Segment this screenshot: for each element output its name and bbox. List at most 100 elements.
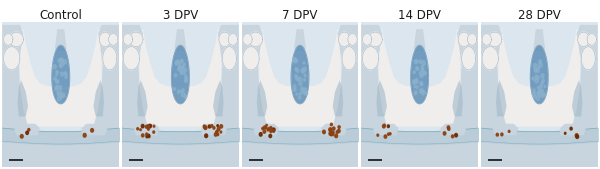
Circle shape	[538, 89, 541, 93]
Circle shape	[61, 62, 64, 66]
Circle shape	[576, 135, 578, 138]
Circle shape	[83, 133, 86, 137]
Circle shape	[178, 90, 180, 93]
Circle shape	[205, 126, 206, 128]
Circle shape	[267, 129, 269, 131]
Polygon shape	[530, 45, 548, 104]
Circle shape	[182, 89, 184, 91]
Polygon shape	[376, 80, 387, 116]
Circle shape	[220, 125, 223, 128]
Polygon shape	[581, 47, 595, 70]
Circle shape	[148, 128, 149, 130]
Circle shape	[148, 124, 151, 128]
Circle shape	[59, 64, 62, 68]
Circle shape	[55, 80, 58, 83]
Circle shape	[389, 133, 391, 135]
Circle shape	[63, 60, 67, 64]
Circle shape	[537, 92, 539, 94]
Circle shape	[539, 60, 542, 63]
Circle shape	[443, 132, 446, 135]
Polygon shape	[458, 32, 470, 47]
Circle shape	[26, 131, 28, 135]
Circle shape	[60, 88, 62, 90]
Polygon shape	[321, 124, 347, 135]
Circle shape	[332, 133, 334, 136]
Circle shape	[203, 125, 205, 128]
Circle shape	[208, 125, 211, 128]
Circle shape	[179, 66, 180, 68]
Polygon shape	[481, 25, 506, 167]
Circle shape	[179, 67, 182, 71]
Circle shape	[269, 134, 272, 138]
Circle shape	[383, 124, 385, 126]
Bar	[122, 144, 239, 167]
Circle shape	[268, 128, 270, 130]
Circle shape	[301, 89, 305, 94]
Circle shape	[56, 80, 59, 83]
Polygon shape	[172, 45, 189, 104]
Polygon shape	[452, 80, 463, 116]
Circle shape	[539, 63, 542, 67]
Polygon shape	[242, 25, 268, 167]
Circle shape	[204, 126, 207, 129]
Circle shape	[301, 87, 304, 90]
Circle shape	[293, 58, 296, 62]
Circle shape	[185, 96, 187, 98]
Circle shape	[535, 75, 538, 78]
Circle shape	[293, 58, 297, 63]
Circle shape	[575, 134, 578, 137]
Circle shape	[217, 133, 219, 136]
Polygon shape	[379, 29, 460, 127]
Circle shape	[298, 77, 302, 82]
Circle shape	[424, 72, 425, 74]
Circle shape	[416, 67, 419, 70]
Circle shape	[304, 91, 307, 95]
Polygon shape	[253, 124, 279, 135]
Title: Control: Control	[40, 9, 82, 22]
Circle shape	[184, 68, 187, 72]
Circle shape	[570, 127, 572, 130]
Circle shape	[542, 92, 545, 95]
Circle shape	[181, 59, 183, 62]
Circle shape	[544, 85, 546, 88]
Circle shape	[148, 135, 150, 138]
Polygon shape	[348, 34, 357, 45]
Polygon shape	[137, 80, 148, 116]
Circle shape	[65, 76, 67, 79]
Circle shape	[303, 67, 307, 71]
Polygon shape	[373, 124, 398, 135]
Circle shape	[448, 128, 450, 130]
Circle shape	[181, 92, 185, 97]
Circle shape	[137, 128, 139, 130]
Polygon shape	[94, 25, 119, 167]
Polygon shape	[219, 32, 230, 47]
Circle shape	[532, 77, 535, 80]
Circle shape	[416, 67, 418, 69]
Polygon shape	[461, 47, 476, 70]
Circle shape	[422, 90, 425, 95]
Polygon shape	[291, 45, 309, 104]
Circle shape	[296, 60, 298, 62]
Circle shape	[176, 60, 179, 63]
Circle shape	[55, 86, 58, 91]
Circle shape	[304, 91, 305, 93]
Circle shape	[451, 135, 454, 138]
Circle shape	[304, 79, 305, 81]
Circle shape	[419, 60, 422, 63]
Circle shape	[421, 65, 424, 68]
Circle shape	[296, 77, 299, 81]
Polygon shape	[342, 47, 356, 70]
Polygon shape	[99, 32, 111, 47]
Circle shape	[61, 95, 63, 98]
Circle shape	[534, 95, 536, 98]
Circle shape	[384, 135, 387, 138]
Polygon shape	[368, 32, 382, 47]
Circle shape	[146, 135, 148, 138]
Circle shape	[536, 96, 539, 100]
Circle shape	[416, 60, 418, 62]
Circle shape	[420, 82, 423, 86]
Circle shape	[415, 79, 418, 82]
Polygon shape	[493, 124, 518, 135]
Circle shape	[304, 91, 308, 95]
Circle shape	[56, 74, 58, 76]
